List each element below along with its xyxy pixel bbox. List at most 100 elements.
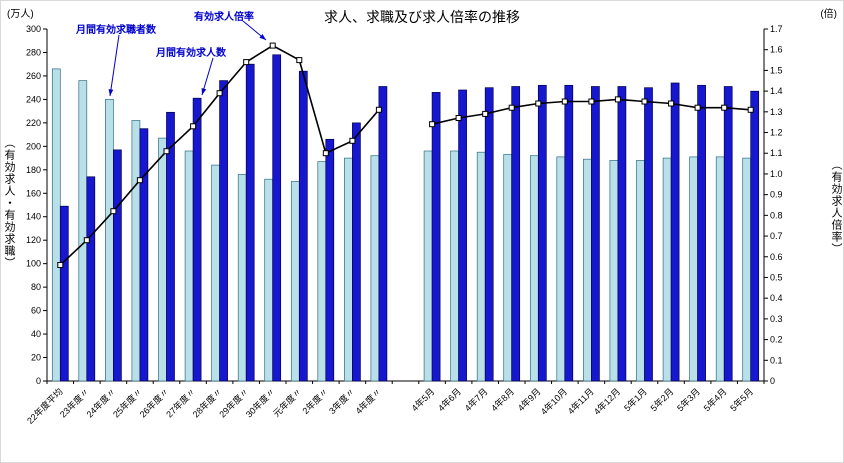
ratio-marker: [429, 121, 436, 128]
bar-seekers: [131, 120, 141, 382]
bar-seekers: [742, 157, 752, 382]
left-axis-tick-label: 20: [31, 353, 41, 363]
category-label: 5年2月: [648, 386, 676, 414]
left-axis-tick-label: 120: [26, 235, 41, 245]
left-axis-tick-label: 260: [26, 71, 41, 81]
left-axis-tick-label: 220: [26, 118, 41, 128]
annotation-seekers-label: 月間有効求職者数: [76, 25, 156, 36]
bar-seekers: [556, 156, 566, 382]
bar-openings: [219, 80, 228, 382]
bar-seekers: [450, 150, 459, 382]
bar-openings: [591, 86, 600, 382]
bar-openings: [644, 87, 653, 382]
bar-openings: [537, 84, 547, 382]
ratio-marker: [375, 106, 382, 113]
bar-openings: [670, 82, 680, 382]
ratio-marker: [721, 104, 728, 111]
left-axis-tick-label: 180: [26, 165, 41, 175]
bar-seekers: [51, 68, 61, 382]
ratio-marker: [322, 150, 329, 157]
right-axis-tick-label: 0.9: [770, 190, 783, 200]
bar-openings: [484, 87, 494, 382]
category-label: 4年6月: [435, 386, 463, 414]
left-axis-tick-label: 200: [26, 141, 41, 151]
ratio-marker: [641, 98, 648, 105]
bar-openings: [166, 111, 175, 382]
bar-openings: [431, 92, 441, 382]
ratio-marker: [269, 42, 276, 49]
bar-seekers: [317, 161, 327, 382]
bar-openings: [139, 128, 149, 382]
bar-openings: [697, 84, 706, 382]
category-label: 4年8月: [489, 386, 517, 414]
category-label: 4年12月: [591, 386, 622, 417]
left-axis-tick-label: 40: [31, 329, 41, 339]
ratio-marker: [508, 104, 515, 111]
ratio-marker: [57, 262, 64, 268]
bar-seekers: [529, 155, 539, 382]
ratio-marker: [747, 106, 754, 113]
left-axis-tick-label: 80: [31, 282, 41, 292]
right-axis-tick-label: 1.3: [770, 107, 783, 117]
right-axis-tick-label: 0: [770, 376, 775, 386]
left-axis-tick-label: 240: [26, 94, 41, 104]
category-label: 5年1月: [621, 386, 649, 414]
left-axis-tick-label: 0: [36, 376, 41, 386]
category-label: 元年度〃: [270, 386, 303, 419]
right-axis-tick-label: 0.8: [770, 210, 783, 220]
bar-seekers: [636, 160, 645, 382]
ratio-marker: [163, 148, 170, 155]
bar-seekers: [370, 155, 380, 382]
bar-seekers: [158, 137, 167, 382]
category-label: 5年4月: [701, 386, 729, 414]
bar-seekers: [662, 157, 672, 382]
bar-openings: [272, 54, 282, 382]
left-axis-tick-label: 100: [26, 259, 41, 269]
bar-openings: [352, 122, 361, 382]
annotation-arrowhead: [108, 89, 114, 96]
ratio-marker: [190, 123, 197, 130]
ratio-marker: [668, 100, 675, 107]
bar-openings: [59, 205, 69, 382]
bar-seekers: [609, 160, 619, 382]
category-label: 5年5月: [728, 386, 756, 414]
left-axis-unit-label: (万人): [7, 9, 34, 20]
category-label: 4年度〃: [353, 386, 383, 416]
category-label: 2年度〃: [300, 386, 330, 416]
bar-seekers: [290, 181, 300, 382]
left-axis-tick-label: 140: [26, 212, 41, 222]
annotation-arrow: [109, 34, 120, 97]
category-label: 4年5月: [409, 386, 437, 414]
annotation-ratio-label: 有効求人倍率: [194, 12, 254, 23]
bar-openings: [723, 86, 733, 382]
bar-seekers: [423, 150, 433, 382]
bar-openings: [86, 176, 96, 382]
bar-seekers: [237, 174, 247, 382]
right-axis-tick-label: 0.2: [770, 335, 783, 345]
bar-seekers: [264, 178, 274, 382]
annotation-openings-label: 月間有効求人数: [156, 48, 226, 59]
bar-openings: [325, 138, 335, 382]
right-axis-tick-label: 1.1: [770, 148, 783, 158]
right-axis-tick-label: 1.6: [770, 45, 783, 55]
left-axis-tick-label: 160: [26, 188, 41, 198]
bar-seekers: [184, 150, 194, 382]
left-axis-tick-label: 60: [31, 306, 41, 316]
bar-seekers: [476, 151, 486, 382]
chart-title: 求人、求職及び求人倍率の推移: [324, 9, 520, 25]
right-axis-tick-label: 0.4: [770, 293, 783, 303]
category-label: 22年度平均: [24, 386, 64, 426]
annotation-arrowhead: [201, 88, 207, 95]
bar-seekers: [78, 80, 88, 382]
bar-openings: [458, 89, 467, 382]
bar-openings: [564, 84, 574, 382]
right-axis-tick-label: 1.7: [770, 24, 783, 34]
right-axis-tick-label: 0.7: [770, 231, 783, 241]
ratio-marker: [588, 98, 595, 105]
right-axis-tick-label: 1.4: [770, 86, 783, 96]
left-axis-title: （有効求人・有効求職）: [3, 137, 15, 269]
bar-seekers: [503, 154, 513, 382]
ratio-marker: [136, 177, 143, 184]
